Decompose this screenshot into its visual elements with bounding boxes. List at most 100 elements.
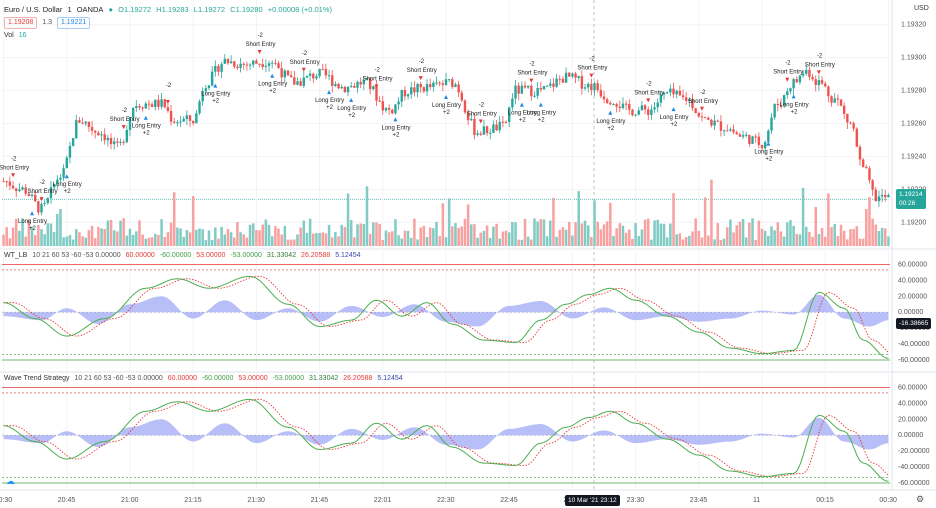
candle-body bbox=[220, 63, 223, 72]
candle-body bbox=[106, 137, 110, 141]
long-entry-qty: +2 bbox=[519, 118, 527, 124]
short-entry-arrow bbox=[301, 67, 306, 72]
volume-bar bbox=[590, 237, 593, 246]
candle-body bbox=[368, 77, 372, 90]
candle-body bbox=[877, 196, 881, 202]
candle-body bbox=[394, 104, 397, 114]
long-entry-arrow bbox=[671, 107, 676, 112]
volume-bar bbox=[460, 226, 464, 246]
volume-bar bbox=[665, 237, 669, 246]
osc-tick-label: 20.00000 bbox=[898, 293, 927, 300]
volume-bar bbox=[62, 237, 65, 246]
volume-label: Vol bbox=[4, 32, 14, 39]
candle-body bbox=[593, 83, 596, 91]
volume-legend[interactable]: Vol 16 bbox=[4, 32, 29, 39]
volume-bar bbox=[612, 235, 615, 246]
candle-body bbox=[624, 103, 628, 105]
candle-body bbox=[144, 103, 147, 109]
volume-bar bbox=[827, 193, 830, 246]
sell-button[interactable]: 1.19208 bbox=[4, 17, 38, 29]
candle-body bbox=[451, 79, 454, 87]
candle-body bbox=[498, 121, 501, 131]
volume-bar bbox=[883, 228, 887, 246]
volume-bar bbox=[488, 238, 492, 246]
wt-lb-legend[interactable]: WT_LB 10 21 60 53 -60 -53 0.00000 60.000… bbox=[4, 252, 364, 259]
volume-bar bbox=[852, 228, 855, 246]
short-entry-label: Short Entry bbox=[467, 112, 497, 118]
candle-body bbox=[773, 103, 776, 118]
candle-body bbox=[457, 84, 460, 93]
candle-body bbox=[824, 83, 827, 87]
volume-bar bbox=[567, 221, 571, 246]
candle-body bbox=[539, 88, 543, 90]
candle-layer bbox=[2, 54, 890, 216]
volume-bar bbox=[198, 228, 201, 246]
cloud-icon[interactable]: ☁ bbox=[6, 476, 15, 486]
candle-body bbox=[489, 132, 492, 134]
volume-bar bbox=[729, 219, 732, 246]
candle-body bbox=[305, 75, 309, 78]
interval-label[interactable]: 1 bbox=[67, 5, 72, 14]
long-entry-label: Long Entry bbox=[754, 150, 783, 156]
candle-body bbox=[103, 134, 106, 141]
candle-body bbox=[365, 77, 369, 80]
volume-bar bbox=[887, 236, 890, 246]
volume-bar bbox=[571, 235, 574, 246]
volume-bar bbox=[507, 232, 511, 246]
time-tick-label: 23:30 bbox=[627, 497, 645, 504]
price-tick-label: 1.19300 bbox=[901, 55, 926, 62]
candle-body bbox=[508, 107, 511, 122]
candle-body bbox=[726, 130, 729, 132]
candle-body bbox=[30, 194, 34, 197]
volume-bar bbox=[798, 234, 802, 246]
volume-bar bbox=[217, 238, 220, 246]
candle-body bbox=[577, 76, 580, 78]
volume-bar bbox=[846, 239, 849, 246]
volume-bar bbox=[839, 224, 843, 246]
long-entry-label: Long Entry bbox=[780, 102, 809, 108]
wt-lb-value-2: -60.00000 bbox=[159, 252, 192, 259]
short-entry-label: Short Entry bbox=[634, 90, 664, 96]
wt1-line bbox=[3, 275, 889, 359]
buy-button[interactable]: 1.19221 bbox=[56, 17, 91, 29]
volume-bar bbox=[394, 219, 397, 246]
candle-body bbox=[188, 115, 192, 121]
volume-bar bbox=[419, 227, 422, 246]
candle-body bbox=[270, 62, 274, 64]
eye-icon[interactable]: ● bbox=[108, 5, 114, 14]
candle-body bbox=[615, 104, 618, 107]
candle-body bbox=[135, 105, 138, 108]
symbol-legend[interactable]: Euro / U.S. Dollar 1 OANDA ● O1.19272 H1… bbox=[4, 5, 335, 14]
candle-body bbox=[65, 157, 68, 169]
volume-bar bbox=[659, 223, 663, 246]
symbol-title[interactable]: Euro / U.S. Dollar bbox=[4, 5, 63, 14]
volume-bar bbox=[425, 237, 429, 246]
volume-bar bbox=[574, 222, 577, 246]
currency-label: USD bbox=[914, 5, 929, 12]
volume-bar bbox=[147, 237, 151, 246]
volume-bar bbox=[65, 236, 69, 246]
candle-body bbox=[564, 72, 568, 83]
candle-body bbox=[770, 117, 773, 131]
candle-body bbox=[413, 87, 416, 93]
short-entry-arrow bbox=[478, 119, 483, 124]
volume-bar bbox=[78, 232, 81, 246]
candle-body bbox=[552, 83, 555, 87]
long-entry-qty: +2 bbox=[212, 99, 220, 105]
candle-body bbox=[277, 63, 280, 69]
volume-bar bbox=[125, 235, 129, 246]
long-entry-qty: +2 bbox=[538, 118, 546, 124]
volume-bar bbox=[530, 239, 533, 246]
volume-bar bbox=[656, 219, 659, 246]
gear-icon[interactable]: ⚙ bbox=[916, 494, 925, 504]
volume-bar bbox=[40, 229, 43, 246]
short-entry-qty: -2 bbox=[479, 103, 485, 109]
long-entry-qty: +2 bbox=[326, 105, 334, 111]
wave-trend-legend[interactable]: Wave Trend Strategy 10 21 60 53 -60 -53 … bbox=[4, 375, 406, 382]
volume-bar bbox=[833, 224, 836, 246]
volume-bar bbox=[397, 235, 400, 246]
osc-tick-label: -60.00000 bbox=[898, 480, 930, 487]
volume-bar bbox=[640, 229, 644, 246]
volume-bar bbox=[299, 227, 302, 246]
